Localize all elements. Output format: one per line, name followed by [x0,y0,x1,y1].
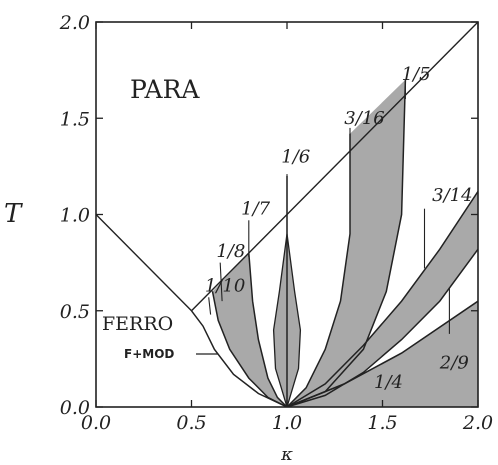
series-label-1-7: 1/7 [241,199,271,220]
x-tick-label: 1.0 [272,412,302,434]
para-label: PARA [130,75,200,104]
series-labels: 1/10 1/8 1/7 1/6 3/16 1/5 3/14 2/9 [205,64,473,374]
phase-boundaries [96,22,478,407]
region-band-3-16-1-5 [287,79,406,407]
series-label-2-9: 2/9 [439,353,469,374]
y-tick-label: 1.5 [60,108,90,130]
quarter-label: 1/4 [374,372,403,393]
series-line-3-14 [286,190,478,407]
region-quarter-shade [287,301,478,407]
y-tick-label: 2.0 [59,12,90,34]
leader-line-1-10 [208,297,212,315]
series-line-3-16 [286,133,351,407]
region-band-3-14-2-9 [287,191,478,407]
axis-ticks: 0.0 0.5 1.0 1.5 2.0 0.0 0.5 1.0 1.5 2.0 [59,12,493,434]
series-line-1-8 [211,291,288,407]
boundary-modulated-para [191,22,478,312]
series-line-1-7 [248,252,288,407]
series-label-1-5: 1/5 [402,64,431,85]
series-label-3-14: 3/14 [432,185,472,206]
series-label-1-8: 1/8 [216,241,245,262]
y-tick-label: 0.0 [60,397,90,419]
x-tick-label: 2.0 [462,412,493,434]
y-axis-label: T [4,199,23,229]
x-tick-label: 0.5 [176,412,206,434]
series-line-1-5 [286,79,407,407]
fmod-label: F+MOD [124,347,174,361]
x-tick-label: 1.5 [367,412,397,434]
y-tick-label: 1.0 [60,205,90,227]
ferro-label: FERRO [102,313,173,335]
x-tick-label: 0.0 [81,412,111,434]
series-line-2-9 [286,248,478,407]
leader-line-1-8 [219,262,223,302]
y-tick-label: 0.5 [60,301,90,323]
x-axis-label: κ [280,444,293,465]
series-label-1-6: 1/6 [281,147,310,168]
series-label-3-16: 3/16 [344,108,384,129]
series-line-1-10 [190,310,288,407]
region-band-1-8-1-7 [212,253,287,407]
boundary-ferro-para [96,214,192,312]
series-label-1-10: 1/10 [205,276,245,297]
